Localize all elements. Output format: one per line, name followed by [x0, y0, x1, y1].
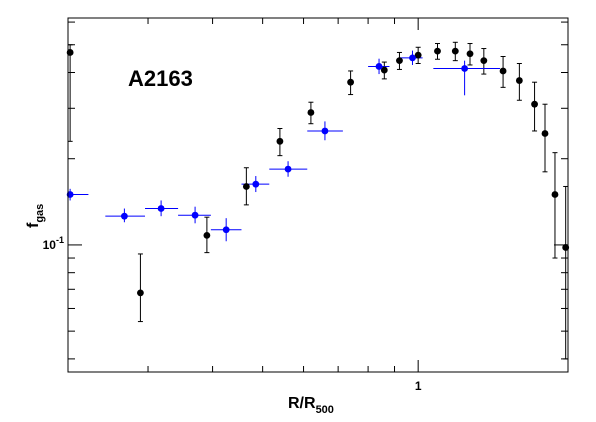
- x-axis-label: R/R500: [288, 395, 334, 416]
- tick-labels: 1 10-1: [43, 235, 422, 393]
- data-point: [480, 57, 488, 65]
- data-point: [191, 211, 199, 219]
- data-point: [409, 54, 416, 62]
- data-point: [203, 231, 211, 239]
- data-point: [276, 137, 284, 145]
- y-tick-label: 10-1: [43, 235, 64, 252]
- data-point: [242, 183, 250, 190]
- data-point: [347, 78, 355, 86]
- chart-title: A2163: [128, 66, 193, 91]
- data-point: [434, 47, 441, 55]
- data-point: [515, 77, 523, 84]
- y-tick-label-base: 10: [43, 238, 57, 252]
- axis-ticks: [68, 18, 568, 372]
- data-point: [321, 127, 329, 135]
- data-point: [222, 226, 230, 234]
- data-point: [466, 50, 474, 58]
- data-point: [284, 165, 292, 173]
- data-point: [137, 289, 144, 297]
- y-axis-label: fgas: [25, 204, 46, 228]
- data-point: [551, 191, 559, 198]
- x-axis-label-subscript: 500: [316, 404, 334, 416]
- data-point: [380, 66, 388, 74]
- data-point: [252, 180, 260, 188]
- plot-frame: [67, 17, 569, 373]
- data-point: [396, 57, 403, 65]
- data-point: [451, 47, 459, 55]
- data-point: [157, 205, 165, 212]
- data-point: [375, 63, 383, 70]
- x-axis-label-main: R/R: [288, 395, 316, 412]
- x-tick-label: 1: [415, 379, 422, 393]
- data-point: [562, 244, 570, 251]
- data-point: [499, 67, 507, 75]
- data-point: [414, 51, 422, 59]
- data-point: [307, 109, 315, 116]
- y-axis-label-subscript: gas: [34, 204, 46, 223]
- data-point: [531, 100, 538, 108]
- y-tick-label-exponent: -1: [56, 235, 64, 245]
- data-point: [461, 65, 469, 72]
- data-point: [541, 130, 549, 137]
- y-axis-label-main: f: [25, 222, 42, 228]
- data-point: [120, 212, 128, 220]
